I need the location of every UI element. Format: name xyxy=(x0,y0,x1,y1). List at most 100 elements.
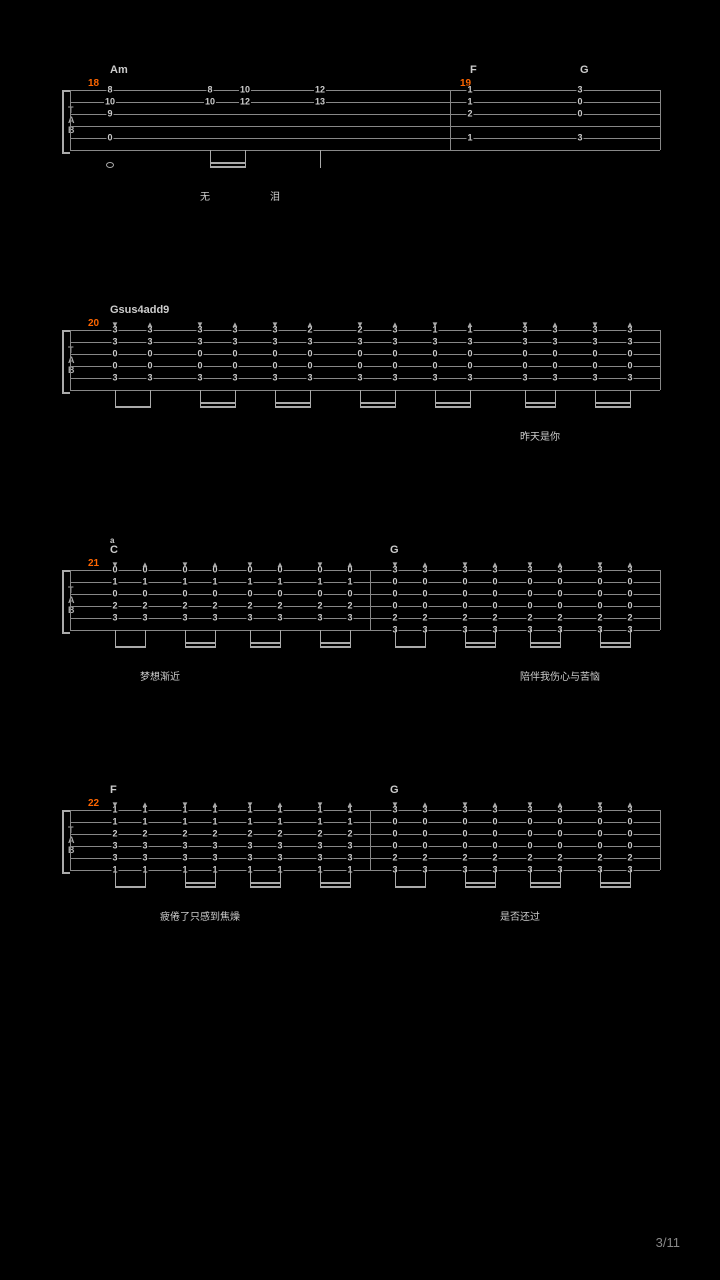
strum-up-icon: ▲ xyxy=(306,320,314,329)
tab-clef-label: TAB xyxy=(68,585,75,615)
fret-number: 3 xyxy=(391,338,398,347)
chord-label: Am xyxy=(110,64,128,76)
fret-number: 3 xyxy=(271,338,278,347)
beam xyxy=(210,162,245,164)
note-stem xyxy=(555,390,556,408)
chord-label: C xyxy=(110,544,118,556)
strum-up-icon: ▲ xyxy=(276,800,284,809)
fret-number: 13 xyxy=(314,98,326,107)
fret-number: 0 xyxy=(461,818,468,827)
strum-down-icon: ▼ xyxy=(461,800,469,809)
string-line xyxy=(70,330,660,331)
strum-down-icon: ▼ xyxy=(391,800,399,809)
fret-number: 0 xyxy=(491,842,498,851)
fret-number: 0 xyxy=(276,590,283,599)
fret-number: 3 xyxy=(111,374,118,383)
fret-number: 2 xyxy=(276,830,283,839)
string-line xyxy=(70,138,660,139)
fret-number: 0 xyxy=(146,362,153,371)
fret-number: 10 xyxy=(104,98,116,107)
strum-down-icon: ▼ xyxy=(591,320,599,329)
fret-number: 0 xyxy=(246,590,253,599)
fret-number: 0 xyxy=(356,350,363,359)
fret-number: 8 xyxy=(206,86,213,95)
fret-number: 3 xyxy=(141,614,148,623)
beam xyxy=(115,406,150,408)
fret-number: 0 xyxy=(421,842,428,851)
fret-number: 1 xyxy=(346,578,353,587)
strum-down-icon: ▼ xyxy=(316,800,324,809)
note-stem xyxy=(245,150,246,168)
fret-number: 3 xyxy=(626,338,633,347)
fret-number: 0 xyxy=(181,590,188,599)
strum-down-icon: ▼ xyxy=(526,800,534,809)
note-stem xyxy=(310,390,311,408)
fret-number: 0 xyxy=(626,350,633,359)
fret-number: 3 xyxy=(141,842,148,851)
beam xyxy=(525,402,555,404)
note-stem xyxy=(630,630,631,648)
fret-number: 0 xyxy=(391,590,398,599)
fret-number: 1 xyxy=(141,578,148,587)
string-line xyxy=(70,858,660,859)
fret-number: 0 xyxy=(556,818,563,827)
fret-number: 1 xyxy=(181,818,188,827)
string-line xyxy=(70,150,660,151)
fret-number: 0 xyxy=(391,350,398,359)
strum-down-icon: ▼ xyxy=(356,320,364,329)
string-line xyxy=(70,606,660,607)
fret-number: 0 xyxy=(626,362,633,371)
note-stem xyxy=(235,390,236,408)
strum-up-icon: ▲ xyxy=(556,560,564,569)
strum-up-icon: ▲ xyxy=(466,320,474,329)
string-line xyxy=(70,618,660,619)
fret-number: 3 xyxy=(111,614,118,623)
fret-number: 3 xyxy=(391,374,398,383)
beam xyxy=(320,646,350,648)
strum-down-icon: ▼ xyxy=(196,320,204,329)
barline xyxy=(70,90,71,150)
beam xyxy=(465,642,495,644)
note-stem xyxy=(280,870,281,888)
fret-number: 0 xyxy=(591,362,598,371)
beam xyxy=(600,882,630,884)
fret-number: 0 xyxy=(111,362,118,371)
fret-number: 1 xyxy=(276,578,283,587)
fret-number: 2 xyxy=(346,830,353,839)
fret-number: 0 xyxy=(211,590,218,599)
string-line xyxy=(70,594,660,595)
fret-number: 2 xyxy=(316,602,323,611)
strum-down-icon: ▼ xyxy=(431,320,439,329)
barline xyxy=(70,330,71,390)
measure-number: 22 xyxy=(88,798,99,809)
fret-number: 8 xyxy=(106,86,113,95)
beam xyxy=(465,886,495,888)
beam xyxy=(115,886,145,888)
fret-number: 3 xyxy=(626,374,633,383)
strum-down-icon: ▼ xyxy=(181,560,189,569)
string-line xyxy=(70,846,660,847)
fret-number: 3 xyxy=(316,614,323,623)
fret-number: 3 xyxy=(356,374,363,383)
fret-number: 3 xyxy=(551,374,558,383)
note-stem xyxy=(150,390,151,408)
string-line xyxy=(70,126,660,127)
fret-number: 2 xyxy=(421,614,428,623)
fret-number: 2 xyxy=(556,854,563,863)
fret-number: 3 xyxy=(181,614,188,623)
fret-number: 1 xyxy=(111,578,118,587)
fret-number: 0 xyxy=(576,98,583,107)
strum-down-icon: ▼ xyxy=(596,800,604,809)
beam xyxy=(320,882,350,884)
strum-down-icon: ▼ xyxy=(181,800,189,809)
fret-number: 3 xyxy=(521,374,528,383)
note-stem xyxy=(395,390,396,408)
strum-up-icon: ▲ xyxy=(556,800,564,809)
fret-number: 1 xyxy=(141,818,148,827)
string-line xyxy=(70,582,660,583)
fret-number: 2 xyxy=(491,614,498,623)
fret-number: 1 xyxy=(246,818,253,827)
fret-number: 0 xyxy=(626,602,633,611)
fret-number: 2 xyxy=(391,614,398,623)
fret-number: 3 xyxy=(111,338,118,347)
